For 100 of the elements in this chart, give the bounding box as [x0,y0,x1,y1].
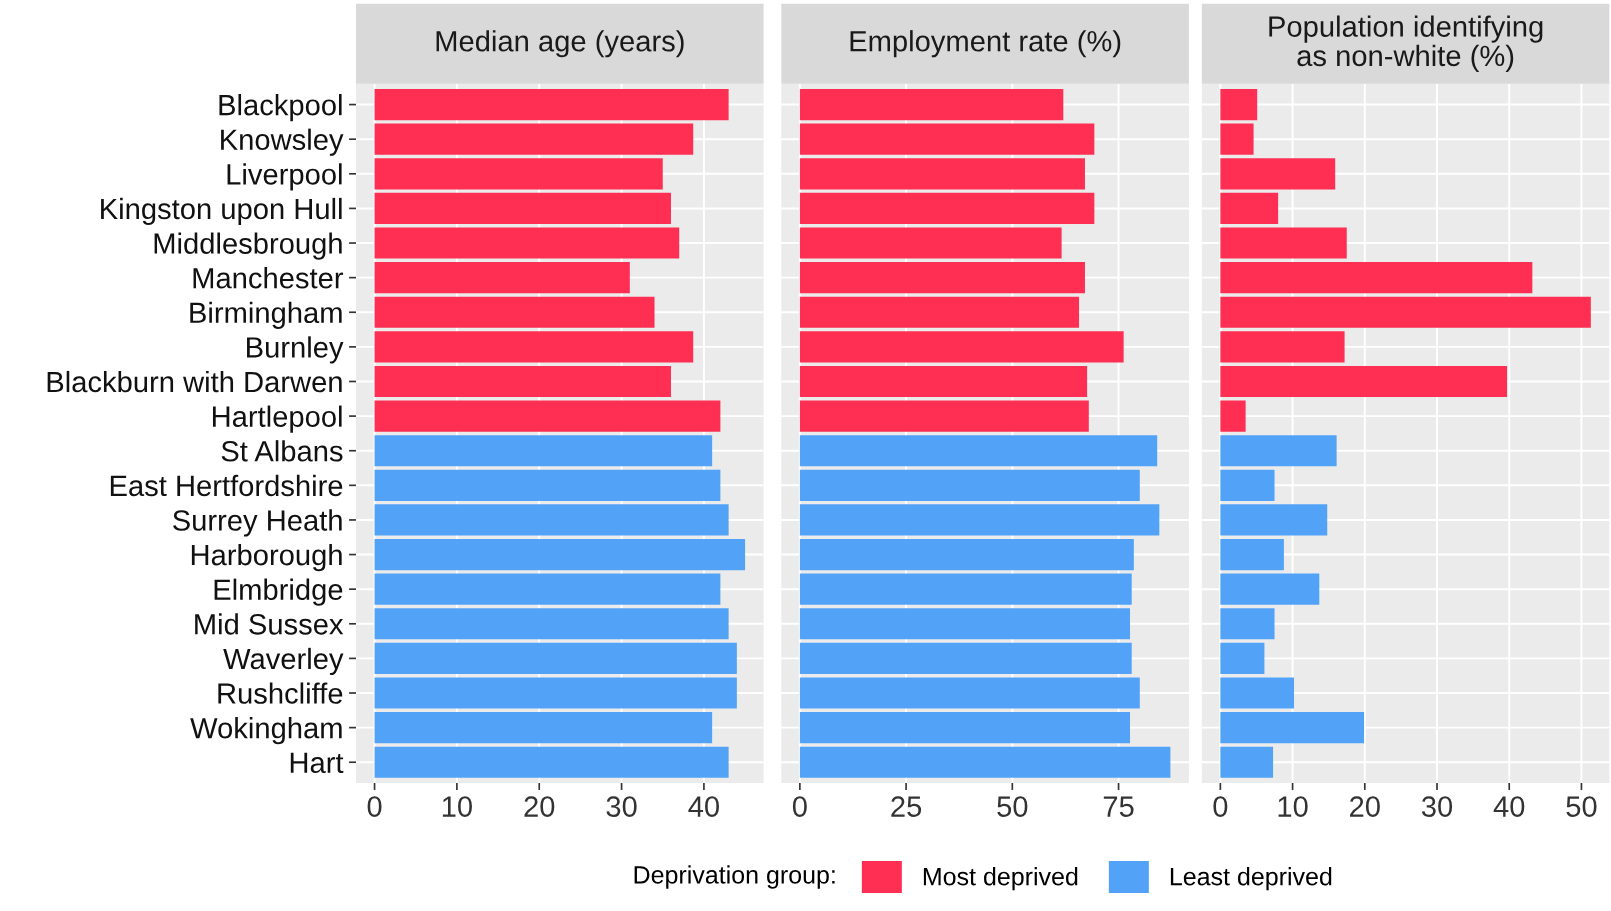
chart-title: Median age (years) [436,30,684,58]
x-tick-label: 20 [1350,796,1380,817]
bar [374,89,729,121]
bar [1220,538,1284,571]
x-tick-label: 50 [1566,796,1597,817]
bar [1220,573,1320,605]
legend-title: Deprivation group: [634,865,835,889]
bar [374,158,663,190]
x-tick-label: 0 [792,796,807,817]
bar [799,227,1062,259]
bar [374,573,721,605]
bar [374,435,713,467]
x-tick-label: 30 [606,796,637,817]
bar [799,296,1080,328]
bar [1220,746,1274,778]
bar [799,573,1132,605]
y-tick-label: Liverpool [227,163,342,191]
bar [374,538,746,571]
y-tick-label: Rushcliffe [218,682,343,704]
bar [374,746,729,778]
y-tick-label: Surrey Heath [173,509,342,537]
x-tick-label: 40 [1493,796,1525,817]
bar [1220,158,1336,190]
y-tick-label: Hart [290,752,344,774]
x-tick-label: 10 [442,796,472,817]
bar [1220,435,1337,467]
y-tick-label: Middlesbrough [154,232,342,260]
x-tick-label: 0 [1213,796,1228,817]
bar [1220,123,1254,155]
bar [799,677,1140,709]
bar [1220,677,1295,709]
bar [374,469,721,501]
bar [799,365,1088,398]
y-tick-label: Elmbridge [214,578,343,606]
bar [1220,262,1533,294]
bar [1220,642,1265,674]
bar [1220,400,1246,432]
bar [374,262,630,294]
y-tick-label: East Hertfordshire [110,474,343,497]
legend-label: Most deprived [923,867,1078,891]
y-tick-label: Waverley [223,647,344,676]
x-tick-label: 50 [997,796,1028,817]
bar [799,435,1158,467]
x-tick-label: 20 [524,796,555,817]
y-tick-label: Hartlepool [212,405,342,433]
bar [1220,227,1347,259]
y-tick-label: Wokingham [190,717,342,745]
bar [374,712,713,744]
bar [374,608,729,640]
bar [799,642,1132,674]
bar [799,608,1131,640]
y-tick-label: Birmingham [190,301,342,329]
bar [374,642,737,674]
bar [374,400,721,432]
bar [1220,192,1279,224]
x-tick-label: 40 [688,796,719,817]
bar [374,365,671,398]
bar [799,331,1124,363]
bar [374,192,671,224]
bar [799,192,1095,224]
bar [799,746,1171,778]
legend-label: Least deprived [1170,867,1332,891]
y-tick-label: St Albans [221,440,343,462]
y-tick-label: Manchester [193,267,344,289]
bar [799,504,1160,536]
bar [1220,608,1275,640]
bar [1220,331,1345,363]
x-tick-label: 25 [891,796,922,817]
x-tick-label: 10 [1278,796,1308,817]
y-tick-label: Kingston upon Hull [101,197,342,226]
x-tick-label: 75 [1103,796,1134,817]
y-tick-label: Blackburn with Darwen [47,370,342,393]
chart-title: Employment rate (%) [850,30,1121,58]
x-tick-label: 30 [1421,796,1453,817]
bar [374,677,737,709]
bar [374,504,729,536]
bar [799,538,1134,571]
bar [799,89,1064,121]
bar [799,262,1085,294]
bar [1220,296,1591,328]
y-tick-label: Mid Sussex [195,613,344,635]
bar [799,469,1140,501]
bar [1220,89,1258,121]
bar [1220,365,1508,398]
bar [799,123,1095,155]
y-tick-label: Knowsley [221,128,344,156]
bar [1220,504,1328,536]
chart-title: Population identifying as non-white (%) [1269,15,1543,72]
bar [799,400,1089,432]
bar [1220,712,1365,744]
y-tick-label: Harborough [191,543,342,572]
bar [1220,469,1275,501]
y-tick-label: Burnley [247,336,344,364]
bar [799,158,1085,190]
y-tick-label: Blackpool [219,94,342,122]
bar [374,331,694,363]
bar [799,712,1131,744]
bar [374,227,680,259]
bar [374,123,694,155]
bar [374,296,655,328]
